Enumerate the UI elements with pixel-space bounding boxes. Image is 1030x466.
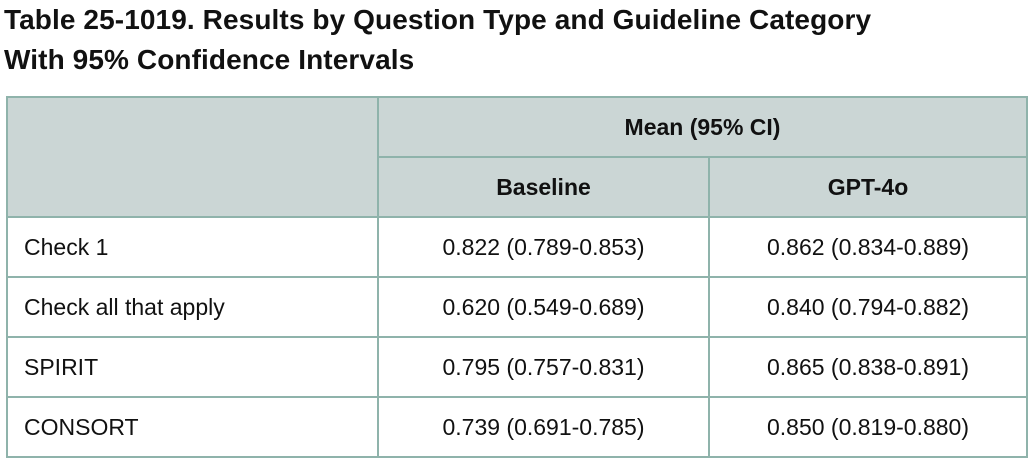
header-mean-ci: Mean (95% CI) [377, 96, 1028, 158]
table-body: Check 1 0.822 (0.789-0.853) 0.862 (0.834… [6, 216, 1028, 458]
baseline-value: 0.822 (0.789-0.853) [377, 216, 710, 278]
gpt4o-value: 0.850 (0.819-0.880) [708, 396, 1028, 458]
table-title-line-1: Table 25-1019. Results by Question Type … [4, 4, 872, 35]
table-title-line-2: With 95% Confidence Intervals [4, 44, 415, 75]
header-empty-cell [6, 96, 379, 218]
baseline-value: 0.795 (0.757-0.831) [377, 336, 710, 398]
gpt4o-value: 0.840 (0.794-0.882) [708, 276, 1028, 338]
table-title: Table 25-1019. Results by Question Type … [4, 0, 1028, 80]
baseline-value: 0.620 (0.549-0.689) [377, 276, 710, 338]
table-row: Check 1 0.822 (0.789-0.853) 0.862 (0.834… [6, 216, 1028, 278]
row-label: Check 1 [6, 216, 379, 278]
baseline-value: 0.739 (0.691-0.785) [377, 396, 710, 458]
table-row: SPIRIT 0.795 (0.757-0.831) 0.865 (0.838-… [6, 336, 1028, 398]
row-label: SPIRIT [6, 336, 379, 398]
results-table: Mean (95% CI) Baseline GPT-4o Check 1 0.… [6, 96, 1028, 458]
header-row-group: Mean (95% CI) [6, 96, 1028, 218]
header-baseline: Baseline [377, 156, 710, 218]
gpt4o-value: 0.862 (0.834-0.889) [708, 216, 1028, 278]
gpt4o-value: 0.865 (0.838-0.891) [708, 336, 1028, 398]
header-gpt4o: GPT-4o [708, 156, 1028, 218]
row-label: CONSORT [6, 396, 379, 458]
table-header: Mean (95% CI) Baseline GPT-4o [6, 96, 1028, 218]
row-label: Check all that apply [6, 276, 379, 338]
table-row: CONSORT 0.739 (0.691-0.785) 0.850 (0.819… [6, 396, 1028, 458]
header-row-columns: Baseline GPT-4o [7, 156, 1028, 218]
table-row: Check all that apply 0.620 (0.549-0.689)… [6, 276, 1028, 338]
